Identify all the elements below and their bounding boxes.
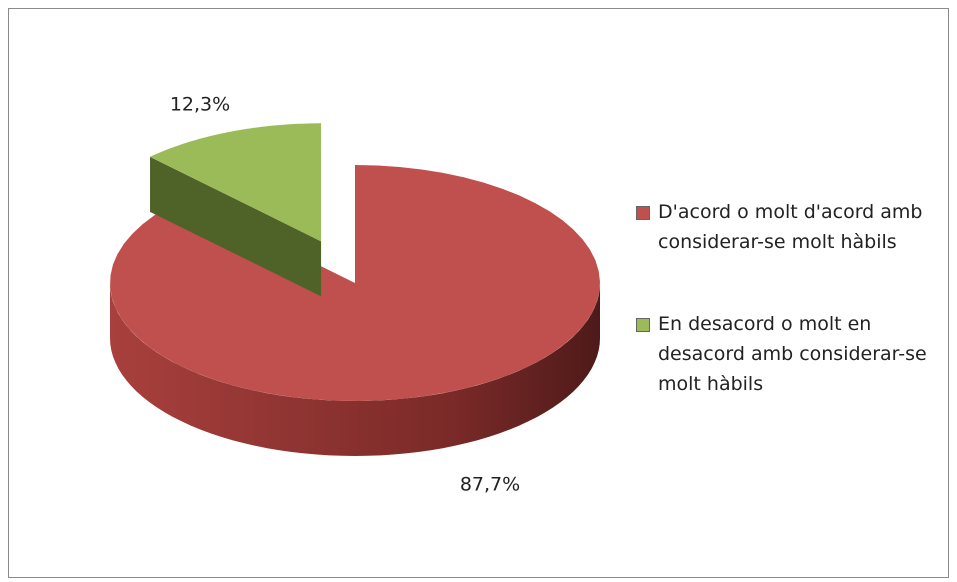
legend-label: D'acord o molt d'acord amb considerar-se…: [658, 201, 923, 253]
data-label: 87,7%: [460, 474, 520, 496]
slice-cut: [150, 156, 322, 297]
legend-item: En desacord o molt en desacord amb consi…: [636, 309, 948, 399]
slice: [150, 123, 322, 242]
data-label: 12,3%: [170, 94, 230, 116]
slice-side: [110, 283, 600, 456]
legend-label: En desacord o molt en desacord amb consi…: [658, 313, 927, 395]
legend-swatch: [636, 318, 650, 332]
legend-item: D'acord o molt d'acord amb considerar-se…: [636, 197, 948, 257]
legend-swatch: [636, 206, 650, 220]
